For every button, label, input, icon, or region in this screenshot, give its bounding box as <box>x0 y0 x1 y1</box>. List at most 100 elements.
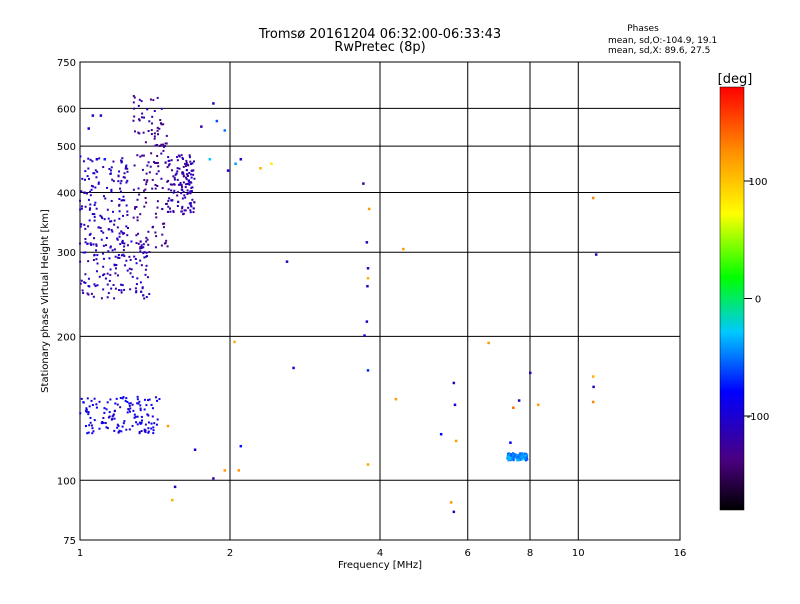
trace-point <box>170 183 173 186</box>
trace-point <box>119 190 122 193</box>
trace-point <box>181 157 184 160</box>
trace-point <box>110 190 113 193</box>
trace-point <box>146 164 149 167</box>
data-point <box>512 406 515 409</box>
trace-point <box>170 199 173 202</box>
trace-point <box>138 421 141 424</box>
data-point <box>452 381 456 385</box>
trace-point <box>138 193 141 196</box>
trace-point <box>102 288 105 291</box>
trace-point <box>184 186 187 189</box>
trace-point <box>103 407 106 410</box>
trace-point <box>91 403 94 406</box>
trace-point <box>116 226 119 229</box>
trace-point <box>188 202 191 205</box>
trace-point <box>124 264 127 267</box>
trace-point <box>189 192 192 195</box>
grid-lines <box>80 62 680 540</box>
trace-point <box>116 403 119 406</box>
trace-point <box>144 423 147 426</box>
trace-point <box>189 211 192 214</box>
trace-point <box>512 452 515 455</box>
trace-point <box>147 130 150 133</box>
trace-point <box>80 207 83 210</box>
trace-point <box>120 291 123 294</box>
trace-point <box>88 219 91 222</box>
trace-point <box>155 216 158 219</box>
data-point <box>292 366 295 370</box>
trace-point <box>138 400 141 403</box>
trace-point <box>179 181 182 184</box>
trace-point <box>113 223 116 226</box>
trace-point <box>89 194 92 197</box>
trace-point <box>89 190 92 193</box>
trace-point <box>145 240 148 243</box>
trace-point <box>188 179 191 182</box>
trace-point <box>152 426 155 429</box>
trace-point <box>91 213 94 216</box>
trace-point <box>115 397 118 400</box>
trace-point <box>521 456 524 459</box>
data-point <box>103 158 107 161</box>
trace-point <box>104 421 107 424</box>
trace-point <box>133 413 136 416</box>
trace-point <box>109 220 112 223</box>
trace-point <box>140 100 143 103</box>
trace-point <box>150 152 153 155</box>
y-tick-label: 500 <box>57 142 76 153</box>
trace-point <box>95 406 98 409</box>
trace-point <box>146 276 149 279</box>
trace-point <box>110 220 113 223</box>
trace-point <box>95 403 98 406</box>
colorbar-ticks: 100 0 -100 <box>744 177 769 423</box>
trace-point <box>92 185 95 188</box>
data-point <box>285 260 289 263</box>
trace-point <box>145 183 148 186</box>
data-point <box>166 424 170 428</box>
trace-point <box>145 404 148 407</box>
trace-point <box>154 144 157 147</box>
trace-point <box>519 453 522 456</box>
trace-point <box>156 154 159 157</box>
trace-point <box>151 407 154 410</box>
trace-point <box>105 244 108 247</box>
trace-point <box>185 169 188 172</box>
data-point <box>223 469 227 472</box>
colorbar-tick-label: 100 <box>748 177 767 188</box>
trace-point <box>118 210 121 213</box>
trace-point <box>111 230 114 233</box>
trace-point <box>84 238 87 241</box>
trace-point <box>124 399 127 402</box>
trace-point <box>154 183 157 186</box>
y-tick-label: 750 <box>57 58 76 69</box>
trace-point <box>507 457 510 460</box>
data-point <box>509 441 512 444</box>
trace-point <box>190 169 193 172</box>
trace-point <box>192 207 195 210</box>
trace-point <box>145 296 148 299</box>
trace-point <box>86 292 89 295</box>
data-point <box>367 207 371 211</box>
trace-point <box>176 204 179 207</box>
trace-point <box>189 209 192 212</box>
trace-point <box>165 202 168 205</box>
trace-point <box>126 227 129 230</box>
y-tick-label: 400 <box>57 188 76 199</box>
trace-point <box>118 204 121 207</box>
trace-point <box>128 410 131 413</box>
trace-point <box>87 198 90 201</box>
trace-point <box>190 181 193 184</box>
data-point <box>91 114 95 117</box>
trace-point <box>112 414 115 417</box>
trace-point <box>165 134 168 137</box>
trace-point <box>94 201 97 204</box>
trace-point <box>155 423 158 426</box>
trace-point <box>112 283 115 286</box>
trace-point <box>170 189 173 192</box>
trace-point <box>148 251 151 254</box>
trace-point <box>98 400 101 403</box>
trace-point <box>176 159 179 162</box>
trace-point <box>163 222 166 225</box>
trace-point <box>182 190 185 193</box>
trace-point <box>161 187 164 190</box>
